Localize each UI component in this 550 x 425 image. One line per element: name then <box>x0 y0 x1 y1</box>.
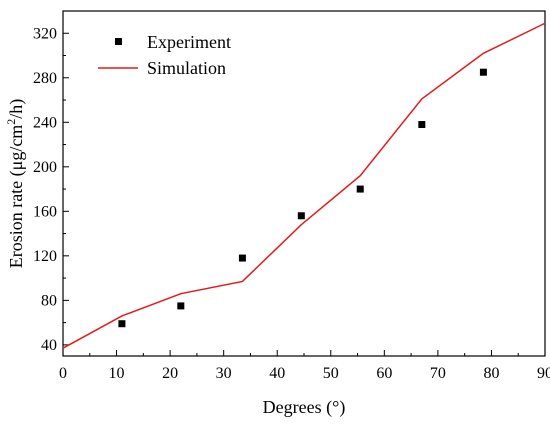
legend-experiment-marker <box>115 38 122 45</box>
series-layer <box>62 22 546 349</box>
y-tick-label: 40 <box>41 337 57 354</box>
x-tick-label: 30 <box>216 365 232 382</box>
y-axis-title-main: Erosion rate (μg/cm <box>6 125 27 269</box>
experiment-point <box>118 320 126 328</box>
experiment-point <box>418 121 426 129</box>
simulation-line <box>62 22 546 349</box>
x-axis-title: Degrees (°) <box>263 397 346 418</box>
x-tick-label: 80 <box>483 365 499 382</box>
y-tick-label: 280 <box>33 70 57 87</box>
experiment-point <box>238 254 246 262</box>
x-tick-label: 70 <box>430 365 446 382</box>
y-tick-label: 200 <box>33 159 57 176</box>
y-axis-title-sup: 2 <box>4 119 18 125</box>
y-tick-label: 160 <box>33 203 57 220</box>
experiment-point <box>297 212 305 220</box>
x-tick-label: 90 <box>537 365 550 382</box>
legend-simulation-label: Simulation <box>147 58 226 78</box>
experiment-point <box>356 185 364 193</box>
y-tick-label: 120 <box>33 248 57 265</box>
plot-frame <box>62 10 546 357</box>
x-tick-label: 50 <box>323 365 339 382</box>
legend-experiment-label: Experiment <box>147 32 231 52</box>
x-tick-label: 40 <box>269 365 285 382</box>
y-tick-label: 80 <box>41 292 57 309</box>
x-tick-label: 10 <box>109 365 125 382</box>
experiment-point <box>479 68 487 76</box>
experiment-point <box>177 302 185 310</box>
y-axis-title: Erosion rate (μg/cm2/h) <box>4 99 27 269</box>
legend: Experiment Simulation <box>98 32 231 78</box>
y-tick-label: 320 <box>33 25 57 42</box>
x-tick-label: 20 <box>162 365 178 382</box>
x-tick-label: 60 <box>376 365 392 382</box>
axes: 0 10 20 30 40 50 60 70 80 90 40 80 120 160 200 240 280 32… <box>33 10 550 382</box>
y-tick-label: 240 <box>33 114 57 131</box>
x-tick-label: 0 <box>59 365 67 382</box>
y-axis-title-tail: /h) <box>6 99 27 119</box>
